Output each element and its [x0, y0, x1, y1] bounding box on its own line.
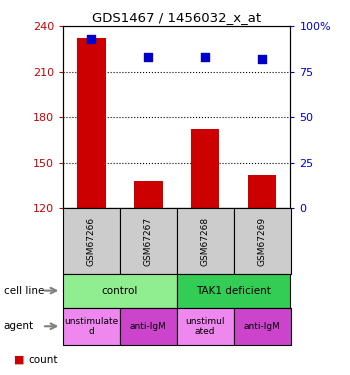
Text: GSM67266: GSM67266 — [87, 216, 96, 266]
Point — [146, 54, 151, 60]
Point — [202, 54, 208, 60]
Text: cell line: cell line — [4, 286, 44, 296]
Text: unstimul
ated: unstimul ated — [186, 316, 225, 336]
Text: anti-IgM: anti-IgM — [130, 322, 167, 331]
Bar — [77, 38, 106, 208]
Text: GSM67268: GSM67268 — [201, 216, 210, 266]
Bar — [134, 181, 162, 208]
Text: anti-IgM: anti-IgM — [244, 322, 280, 331]
Text: ■: ■ — [14, 355, 24, 365]
Text: GSM67267: GSM67267 — [144, 216, 153, 266]
Bar — [191, 129, 219, 208]
Text: agent: agent — [4, 321, 34, 331]
Point — [259, 56, 265, 62]
Text: control: control — [102, 286, 138, 296]
Bar — [248, 175, 276, 208]
Text: TAK1 deficient: TAK1 deficient — [196, 286, 271, 296]
Text: GSM67269: GSM67269 — [258, 216, 267, 266]
Text: unstimulate
d: unstimulate d — [64, 316, 119, 336]
Point — [89, 36, 94, 42]
Text: count: count — [28, 355, 57, 365]
Title: GDS1467 / 1456032_x_at: GDS1467 / 1456032_x_at — [92, 11, 261, 24]
